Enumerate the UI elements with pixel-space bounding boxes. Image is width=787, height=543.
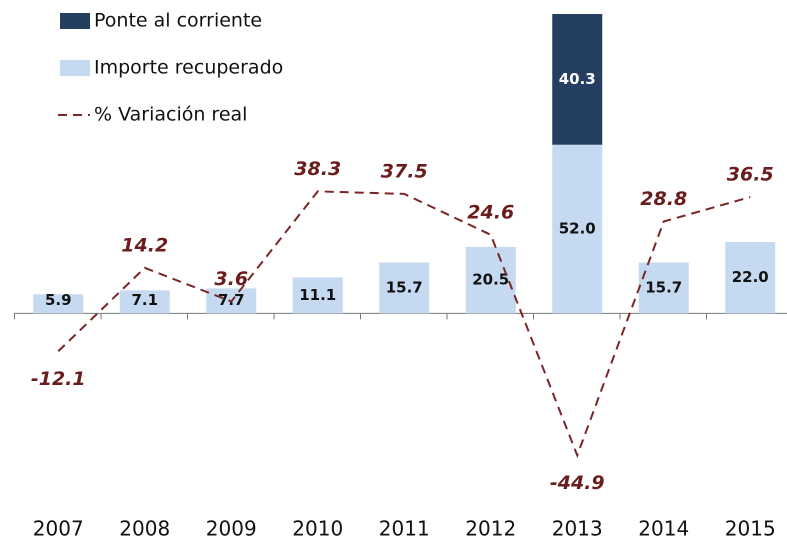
bar-label: 15.7 [645,278,682,296]
x-tick-label: 2014 [638,517,689,541]
x-tick-label: 2009 [206,517,257,541]
bar [465,246,516,314]
bar-label: 7.1 [131,291,158,309]
bar [379,262,430,314]
legend-label: Ponte al corriente [94,10,262,32]
legend-symbol [60,60,90,76]
bar [33,294,84,314]
x-tick-label: 2008 [119,517,170,541]
line-label: 3.6 [214,268,248,290]
bar-label: 20.5 [472,271,509,289]
x-tick-label: 2007 [33,517,84,541]
bar [725,242,776,314]
line-label: 36.5 [727,164,774,186]
legend-label: Importe recuperado [94,57,283,79]
x-tick-label: 2011 [379,517,430,541]
line-label: -44.9 [550,472,605,494]
line-label: 38.3 [294,158,341,180]
line-label: 14.2 [121,234,168,256]
legend-symbol [60,13,90,29]
bar [292,277,343,314]
legend-label: % Variación real [94,104,247,126]
x-tick-label: 2010 [292,517,343,541]
bar-label: 5.9 [45,291,72,309]
bar-label: 52.0 [559,220,596,238]
x-tick-label: 2012 [465,517,516,541]
bar-label: 22.0 [732,268,769,286]
bar [552,144,603,314]
x-tick-label: 2015 [725,517,776,541]
line [57,190,751,459]
line-label: 28.8 [640,188,687,210]
line-label: -12.1 [31,368,86,390]
bar [638,262,689,314]
line-label: 37.5 [381,160,428,182]
bar-label: 40.3 [559,70,596,88]
bar-label: 11.1 [299,286,336,304]
bar [119,290,170,314]
line-label: 24.6 [467,201,514,223]
bar [552,14,603,145]
bar-label: 15.7 [386,278,423,296]
x-tick-label: 2013 [552,517,603,541]
